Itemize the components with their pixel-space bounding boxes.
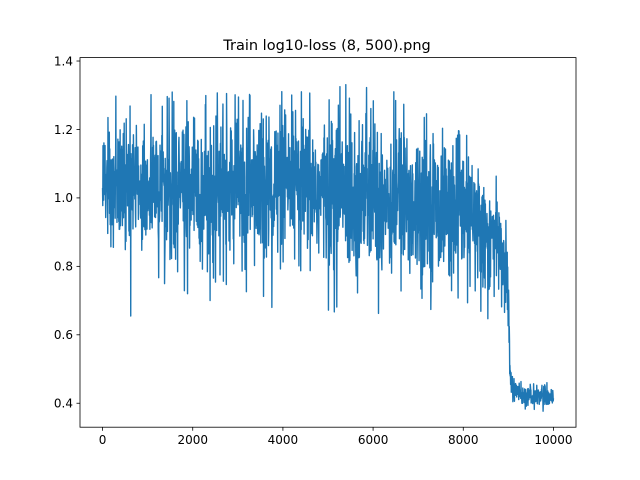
series-layer [101, 83, 555, 412]
series-line-0 [101, 83, 555, 412]
x-tick-label: 2000 [177, 433, 208, 447]
y-tick-label: 1.2 [54, 123, 73, 137]
y-tick-label: 1.4 [54, 54, 73, 68]
y-tick-label: 0.8 [54, 260, 73, 274]
y-tick-label: 0.6 [54, 328, 73, 342]
x-axis: 0 2000 4000 6000 8000 10000 [99, 427, 573, 447]
x-tick-label: 0 [99, 433, 107, 447]
y-axis: 0.4 0.6 0.8 1.0 1.2 1.4 [54, 54, 80, 411]
chart-title: Train log10-loss (8, 500).png [222, 38, 430, 54]
x-tick-label: 4000 [268, 433, 299, 447]
y-tick-label: 0.4 [54, 397, 73, 411]
x-tick-label: 6000 [358, 433, 389, 447]
x-tick-label: 10000 [534, 433, 572, 447]
y-tick-label: 1.0 [54, 191, 73, 205]
plot-frame [79, 57, 577, 428]
x-tick-label: 8000 [448, 433, 479, 447]
